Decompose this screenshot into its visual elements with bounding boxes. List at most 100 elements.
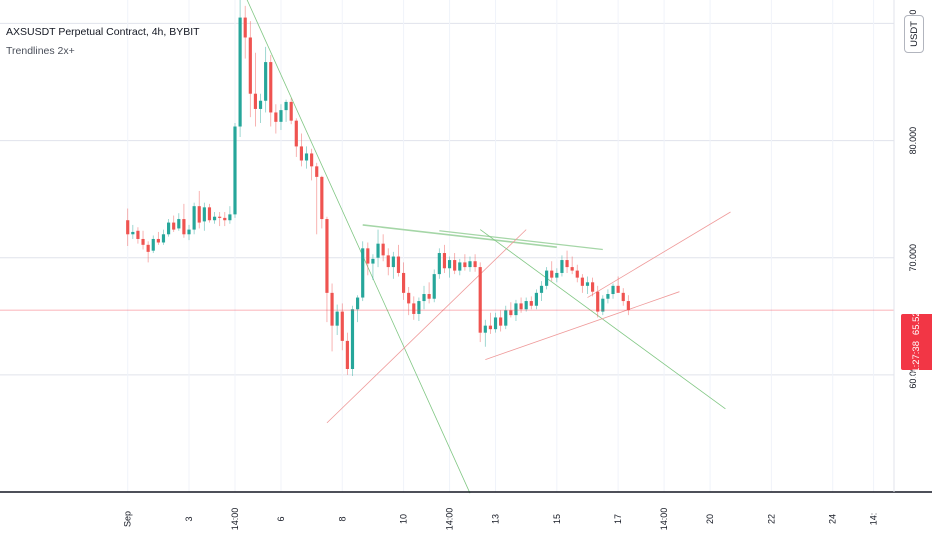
candle (212, 212, 217, 224)
candle (156, 231, 160, 245)
candle (447, 256, 452, 278)
candle (294, 118, 298, 157)
candle (524, 297, 528, 312)
candle (299, 133, 303, 167)
candle (616, 276, 620, 293)
candle-body (350, 309, 355, 369)
candle (315, 162, 319, 235)
candle (473, 254, 477, 272)
candle (197, 190, 201, 229)
candle-body (340, 311, 344, 341)
current-price-badge: 65.525 01:27:38 (901, 306, 932, 378)
trendline (439, 230, 603, 251)
x-tick-label: 14: (869, 513, 879, 526)
candle-body (514, 303, 518, 316)
candle-body (611, 285, 615, 295)
candle (141, 230, 145, 250)
candle (131, 224, 135, 239)
y-tick-label: 70.000 (908, 244, 918, 272)
x-tick-label: 10 (399, 514, 409, 524)
candle (356, 295, 360, 323)
candle-body (361, 248, 365, 298)
candle-body (396, 256, 401, 273)
candle (279, 104, 283, 131)
candle-body (442, 253, 447, 269)
candle (371, 254, 375, 280)
currency-button[interactable]: USDT (904, 15, 924, 53)
current-price-value: 65.525 (911, 305, 922, 336)
candle (499, 310, 503, 332)
candle-body (534, 292, 538, 306)
candle (330, 283, 334, 352)
candle-body (330, 292, 334, 326)
candle (432, 269, 436, 303)
candle (427, 282, 431, 304)
x-tick-label: 13 (491, 514, 501, 524)
candle-body (156, 238, 160, 243)
candle-body (432, 274, 436, 299)
candle (304, 146, 309, 169)
x-tick-label: 15 (552, 514, 562, 524)
candle (269, 55, 273, 127)
candle (442, 244, 447, 273)
candle (488, 312, 493, 334)
candle (320, 175, 324, 229)
candle-body (473, 261, 477, 268)
candle-body (228, 214, 232, 221)
candle-body (401, 272, 406, 293)
candle-body (570, 267, 574, 271)
candle-body (437, 253, 441, 275)
bar-countdown: 01:27:38 (911, 341, 922, 379)
candle (233, 123, 237, 218)
candle-body (202, 207, 206, 222)
candle (463, 254, 467, 271)
candle (611, 283, 615, 299)
candle-body (463, 262, 467, 268)
candle (310, 148, 314, 181)
candle-body (269, 62, 273, 113)
candle-body (233, 126, 237, 215)
candle-body (299, 146, 303, 161)
candle-body (274, 112, 278, 122)
candle (401, 262, 406, 300)
candle-body (258, 100, 263, 109)
candle (621, 288, 625, 306)
candle (417, 297, 421, 321)
candle-body (335, 311, 339, 326)
candle (483, 319, 487, 347)
candle-body (207, 207, 212, 221)
candle-body (177, 219, 181, 229)
legend-title[interactable]: AXSUSDT Perpetual Contract, 4h, BYBIT (6, 26, 200, 38)
candle (555, 268, 559, 283)
candle-body (141, 238, 145, 245)
candle-body (248, 37, 252, 94)
candle (289, 98, 293, 125)
chart-grid (0, 0, 894, 492)
candle-body (509, 310, 513, 316)
chart-axes: 60.00070.00080.00090.000Sep314:00681014:… (0, 0, 932, 530)
candle (606, 289, 610, 304)
candle-body (529, 301, 533, 306)
candle-body (366, 248, 370, 264)
candle-body (279, 110, 283, 122)
candle-body (187, 229, 191, 235)
candle (202, 202, 206, 231)
trendline (587, 211, 731, 298)
x-tick-label: Sep (123, 511, 133, 527)
candle-body (407, 292, 411, 304)
candle-body (412, 303, 416, 314)
x-tick-label: 8 (337, 516, 347, 521)
candle (437, 248, 441, 279)
candle-body (197, 206, 201, 223)
trendline (326, 229, 527, 424)
candle-body (238, 17, 242, 127)
candle (396, 244, 401, 277)
candle-body (371, 258, 375, 264)
candle-body (488, 325, 493, 330)
legend-indicator[interactable]: Trendlines 2x+ (6, 45, 75, 57)
candle-body (453, 260, 457, 271)
trendline-layer (246, 0, 731, 494)
candle-body (243, 17, 247, 38)
x-tick-label: 14:00 (659, 508, 669, 531)
